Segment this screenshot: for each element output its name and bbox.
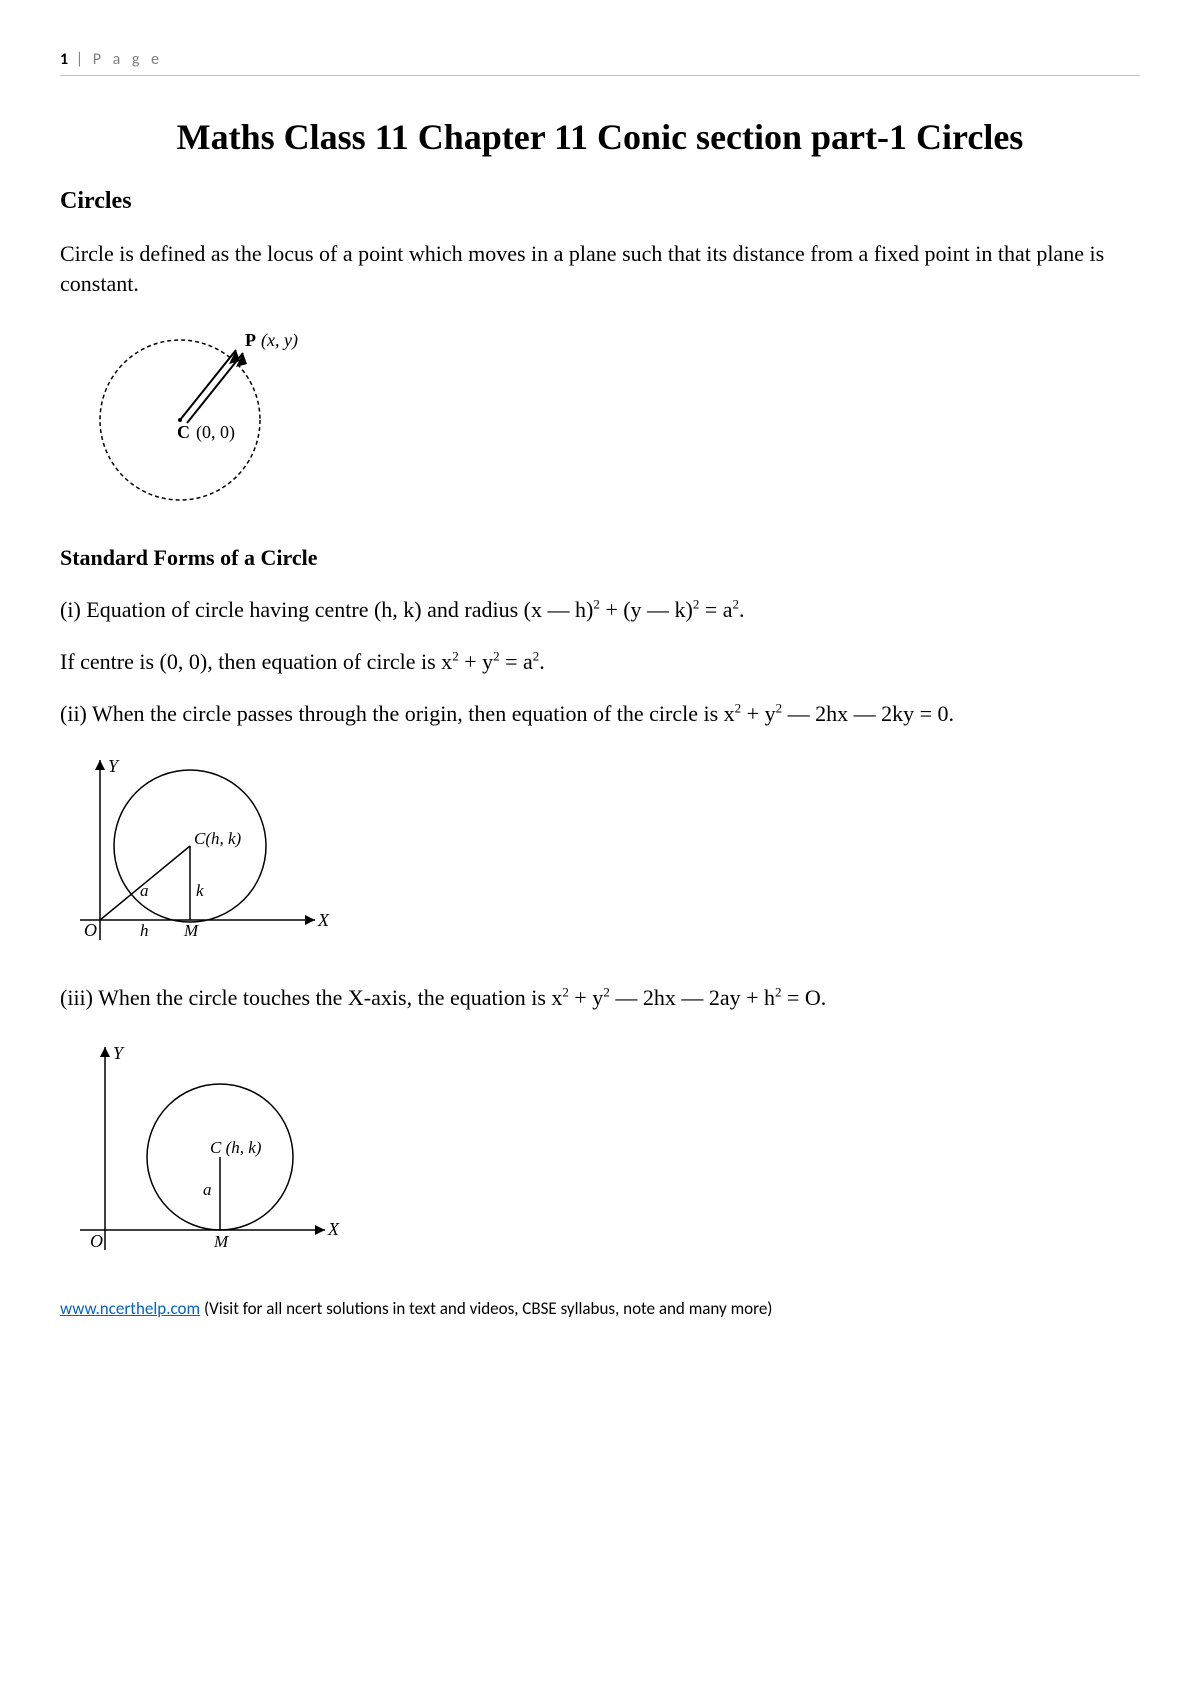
item-iii-part-b: + y (569, 985, 603, 1010)
label-O: O (84, 920, 97, 940)
page-number: 1 (60, 50, 68, 69)
item-i2-part-d: . (539, 649, 545, 674)
circles-definition: Circle is defined as the locus of a poin… (60, 239, 1140, 298)
page-footer: www.ncerthelp.com (Visit for all ncert s… (60, 1298, 1140, 1319)
label-P-coord: (x, y) (261, 330, 298, 351)
radius-line-2 (187, 353, 243, 423)
section-circles-heading: Circles (60, 188, 1140, 215)
section-standard-forms-heading: Standard Forms of a Circle (60, 545, 1140, 571)
label-P: P (245, 330, 256, 350)
diagram-circle-locus: P (x, y) C (0, 0) (60, 320, 1140, 525)
label-Y: Y (113, 1043, 125, 1063)
item-ii-part-a: (ii) When the circle passes through the … (60, 701, 735, 726)
x-axis-arrow (315, 1225, 325, 1235)
item-iii-part-d: = O. (781, 985, 826, 1010)
item-ii-part-c: — 2hx — 2ky = 0. (782, 701, 954, 726)
item-ii: (ii) When the circle passes through the … (60, 699, 1140, 729)
label-C: C (h, k) (210, 1138, 262, 1157)
page-label: P a g e (93, 50, 163, 69)
label-C: C(h, k) (194, 829, 242, 848)
item-i2-part-b: + y (459, 649, 493, 674)
label-M: M (213, 1232, 229, 1251)
page-header: 1 | P a g e (60, 50, 1140, 76)
item-i2-part-c: = a (500, 649, 533, 674)
item-i-part-b: + (y — k) (600, 597, 693, 622)
label-O: O (90, 1231, 103, 1251)
item-i: (i) Equation of circle having centre (h,… (60, 595, 1140, 625)
label-M: M (183, 921, 199, 940)
footer-rest-text: (Visit for all ncert solutions in text a… (200, 1298, 772, 1319)
label-C-coord: (0, 0) (196, 422, 235, 443)
item-i-line2: If centre is (0, 0), then equation of ci… (60, 647, 1140, 677)
page-title: Maths Class 11 Chapter 11 Conic section … (60, 116, 1140, 158)
item-ii-part-b: + y (741, 701, 775, 726)
label-a: a (140, 881, 149, 900)
diagram-circle-touches-x-axis: Y X O C (h, k) a M (60, 1035, 1140, 1270)
item-i2-part-a: If centre is (0, 0), then equation of ci… (60, 649, 452, 674)
label-X: X (317, 910, 330, 930)
item-i-part-c: = a (699, 597, 732, 622)
item-iii: (iii) When the circle touches the X-axis… (60, 983, 1140, 1013)
label-C: C (177, 422, 190, 442)
label-a: a (203, 1180, 212, 1199)
item-iii-part-a: (iii) When the circle touches the X-axis… (60, 985, 562, 1010)
item-i-part-a: (i) Equation of circle having centre (h,… (60, 597, 593, 622)
page-header-pipe: | (72, 50, 87, 69)
label-k: k (196, 881, 204, 900)
item-iii-part-c: — 2hx — 2ay + h (610, 985, 775, 1010)
diagram-circle-through-origin: Y X O C(h, k) a k h M (60, 750, 1140, 965)
label-X: X (327, 1219, 340, 1239)
item-i-part-d: . (739, 597, 745, 622)
y-axis-arrow (100, 1047, 110, 1057)
label-h: h (140, 921, 149, 940)
radius-line-1 (180, 350, 236, 420)
footer-link[interactable]: www.ncerthelp.com (60, 1298, 200, 1319)
